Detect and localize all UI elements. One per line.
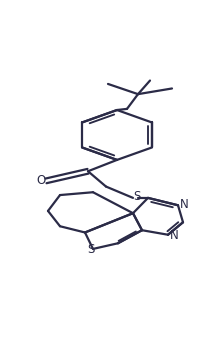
Text: N: N — [170, 229, 178, 241]
Text: N: N — [179, 198, 188, 211]
Text: S: S — [133, 190, 141, 203]
Text: O: O — [36, 174, 46, 187]
Text: S: S — [87, 243, 95, 257]
